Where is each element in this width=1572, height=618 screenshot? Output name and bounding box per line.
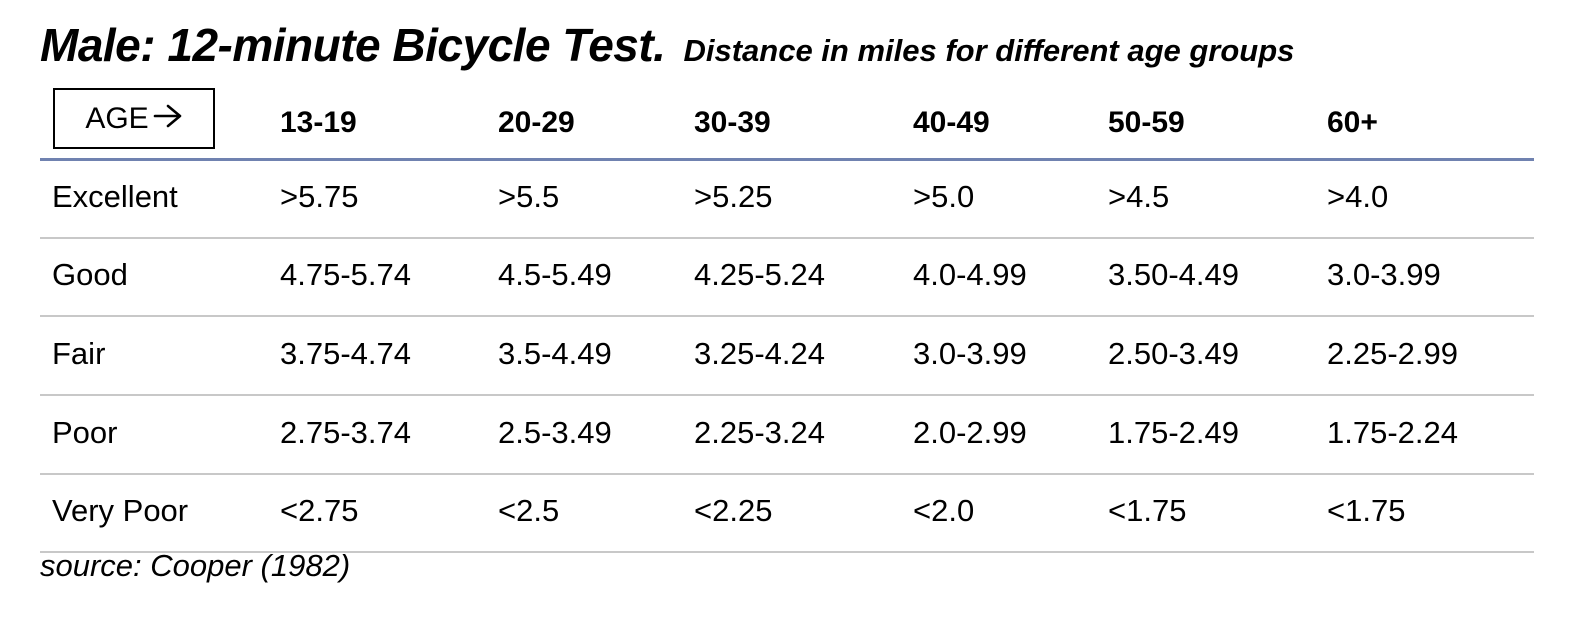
table-cell: <2.5 bbox=[498, 493, 560, 528]
table-cell: 2.50-3.49 bbox=[1108, 336, 1239, 371]
column-header: 40-49 bbox=[913, 106, 990, 139]
row-label: Very Poor bbox=[52, 493, 189, 528]
table-cell: >4.5 bbox=[1108, 179, 1170, 214]
table-cell: 4.25-5.24 bbox=[694, 257, 825, 292]
table-cell: 3.75-4.74 bbox=[280, 336, 411, 371]
column-header: 30-39 bbox=[694, 106, 771, 139]
row-label: Fair bbox=[52, 336, 106, 371]
arrow-right-icon bbox=[153, 103, 183, 135]
table-header-row: AGE 13-19 20-29 30-39 40-49 50-59 60+ bbox=[40, 86, 1534, 161]
table-cell: >5.25 bbox=[694, 179, 773, 214]
table-cell: >5.75 bbox=[280, 179, 359, 214]
table-cell: 3.5-4.49 bbox=[498, 336, 612, 371]
table-cell: <1.75 bbox=[1327, 493, 1406, 528]
age-label: AGE bbox=[85, 101, 149, 135]
table-cell: 3.0-3.99 bbox=[913, 336, 1027, 371]
column-header: 60+ bbox=[1327, 106, 1378, 139]
row-label: Poor bbox=[52, 415, 118, 450]
table-cell: 3.25-4.24 bbox=[694, 336, 825, 371]
table-row: Poor 2.75-3.74 2.5-3.49 2.25-3.24 2.0-2.99 1.… bbox=[40, 396, 1534, 475]
column-header: 13-19 bbox=[280, 106, 357, 139]
table-row: Fair 3.75-4.74 3.5-4.49 3.25-4.24 3.0-3.99 2.… bbox=[40, 317, 1534, 396]
table-cell: <2.0 bbox=[913, 493, 975, 528]
table-cell: 4.0-4.99 bbox=[913, 257, 1027, 292]
table-cell: >5.0 bbox=[913, 179, 975, 214]
table-cell: 2.0-2.99 bbox=[913, 415, 1027, 450]
row-label: Excellent bbox=[52, 179, 178, 214]
table-cell: <1.75 bbox=[1108, 493, 1187, 528]
source-note: source: Cooper (1982) bbox=[40, 548, 351, 583]
table-cell: 2.75-3.74 bbox=[280, 415, 411, 450]
table-cell: 3.0-3.99 bbox=[1327, 257, 1441, 292]
title-main: Male: 12-minute Bicycle Test. bbox=[40, 19, 666, 71]
table-row: Excellent >5.75 >5.5 >5.25 >5.0 >4.5 >4.0 bbox=[40, 161, 1534, 239]
table-cell: >4.0 bbox=[1327, 179, 1389, 214]
table-cell: 1.75-2.49 bbox=[1108, 415, 1239, 450]
title-subtitle: Distance in miles for different age grou… bbox=[683, 33, 1295, 68]
table-cell: 3.50-4.49 bbox=[1108, 257, 1239, 292]
table-row: Very Poor <2.75 <2.5 <2.25 <2.0 <1.75 <1.75 bbox=[40, 475, 1534, 553]
row-label: Good bbox=[52, 257, 128, 292]
table-cell: 2.25-2.99 bbox=[1327, 336, 1458, 371]
table-cell: 2.5-3.49 bbox=[498, 415, 612, 450]
fitness-table: AGE 13-19 20-29 30-39 40-49 50-59 60+ Excelle… bbox=[40, 86, 1534, 553]
column-header: 50-59 bbox=[1108, 106, 1185, 139]
age-header-box: AGE bbox=[53, 88, 215, 149]
table-cell: 2.25-3.24 bbox=[694, 415, 825, 450]
table-cell: 4.5-5.49 bbox=[498, 257, 612, 292]
table-cell: 4.75-5.74 bbox=[280, 257, 411, 292]
page-title: Male: 12-minute Bicycle Test. Distance in… bbox=[40, 18, 1294, 78]
column-header: 20-29 bbox=[498, 106, 575, 139]
table-cell: <2.75 bbox=[280, 493, 359, 528]
table-cell: <2.25 bbox=[694, 493, 773, 528]
table-cell: 1.75-2.24 bbox=[1327, 415, 1458, 450]
table-cell: >5.5 bbox=[498, 179, 560, 214]
table-row: Good 4.75-5.74 4.5-5.49 4.25-5.24 4.0-4.99 3.… bbox=[40, 239, 1534, 317]
